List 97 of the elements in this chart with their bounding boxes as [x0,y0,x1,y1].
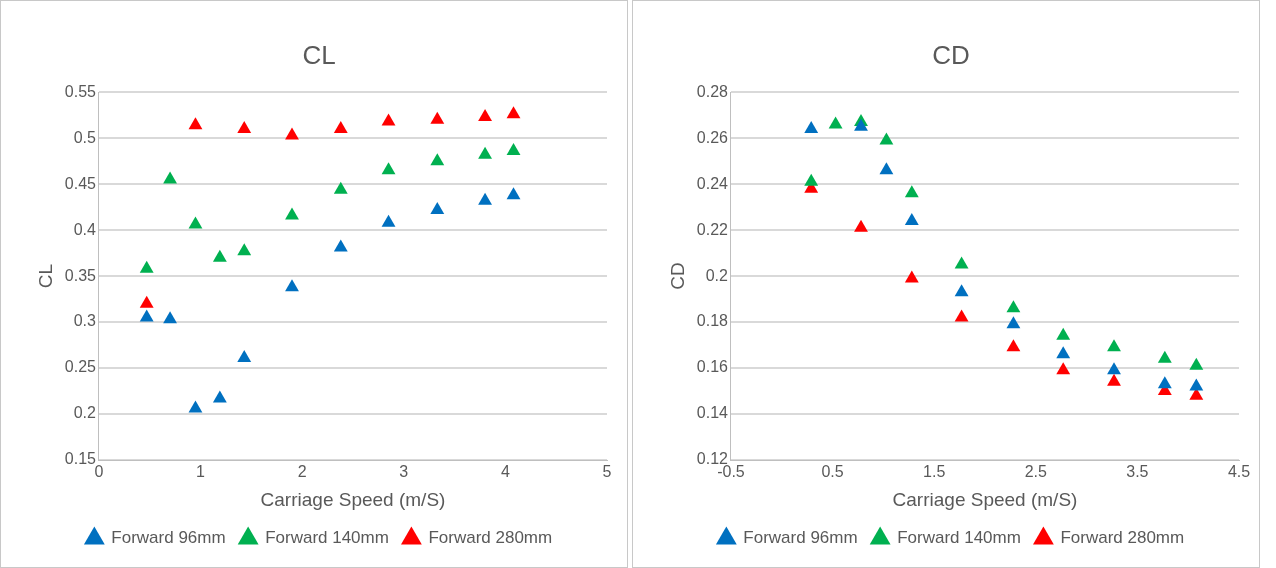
x-axis-title: Carriage Speed (m/S) [892,488,1078,510]
legend-label: Forward 280mm [1060,528,1185,548]
point [854,219,868,232]
point [333,181,348,194]
point [1107,339,1121,352]
y-tick-label: 0.22 [696,220,729,238]
y-tick-label: 0.5 [73,128,97,146]
point [430,153,445,166]
point [285,207,299,220]
y-tick-label: 0.4 [73,220,97,238]
y-tick-label: 0.18 [696,312,729,330]
point [188,117,203,130]
y-tick-label: 0.45 [64,174,97,192]
legend-label: Forward 96mm [743,528,858,548]
point [879,162,894,175]
point [1006,339,1021,352]
y-tick-label: 0.55 [64,82,97,100]
point [139,309,154,322]
point [854,118,868,131]
point [1107,362,1121,375]
point [381,113,396,126]
point [333,120,348,133]
legend-label: Forward 140mm [897,528,1021,548]
point [1006,300,1021,313]
point [188,216,203,229]
y-tick-label: 0.14 [696,404,729,422]
legend-label: Forward 96mm [111,528,226,548]
point [1189,357,1204,370]
point [1157,350,1172,363]
point [804,173,819,186]
point [333,239,348,252]
y-tick-label: 0.25 [64,358,97,376]
point [381,214,396,227]
point [879,132,894,145]
point [139,295,154,308]
legend-label: Forward 140mm [265,528,389,548]
point [188,400,203,413]
y-tick-label: 0.16 [696,358,729,376]
x-tick-label: 3 [399,463,409,481]
point [430,111,445,124]
point [285,279,299,292]
y-axis-title: CL [34,263,56,289]
y-tick-label: 0.2 [705,266,729,284]
point [139,260,154,273]
point [163,171,177,184]
point [954,256,969,269]
point [478,109,492,122]
x-tick-label: 0.5 [821,463,844,481]
point [285,127,299,140]
x-tick-label: 4.5 [1227,463,1251,481]
point [478,146,492,159]
point [163,311,177,324]
point [381,162,396,175]
y-tick-label: 0.3 [73,312,97,330]
point [1056,362,1071,375]
x-tick-label: 2.5 [1024,463,1047,481]
point [506,106,521,119]
point [237,349,252,362]
point [212,390,227,403]
point [1006,316,1021,329]
point [1189,378,1204,391]
point [430,201,445,214]
point [237,243,252,256]
point [1107,373,1121,386]
y-tick-label: 0.2 [73,404,97,422]
point [1056,327,1071,340]
point [954,284,969,297]
chart-title: CD [932,39,970,70]
y-tick-label: 0.26 [696,128,729,146]
point [828,116,843,129]
point [506,143,521,156]
point [1157,376,1172,389]
legend-label: Forward 280mm [428,528,553,548]
point [904,212,919,225]
x-axis-title: Carriage Speed (m/S) [260,488,446,510]
x-tick-label: 5 [602,463,612,481]
x-tick-label: -0.5 [717,463,745,481]
y-tick-label: 0.35 [64,266,97,284]
point [478,192,492,205]
chart-title: CL [302,39,336,70]
point [1056,346,1071,359]
x-tick-label: 1.5 [923,463,946,481]
point [804,120,819,133]
y-axis-title: CD [666,262,688,290]
x-tick-label: 2 [297,463,307,481]
point [954,309,969,322]
x-tick-label: 4 [500,463,510,481]
x-tick-label: 0 [94,463,104,481]
y-tick-label: 0.28 [696,82,729,100]
x-tick-label: 1 [196,463,206,481]
point [904,270,919,283]
point [212,249,227,262]
point [237,120,252,133]
point [506,187,521,200]
y-tick-label: 0.24 [696,174,729,192]
x-tick-label: 3.5 [1126,463,1149,481]
point [904,185,919,198]
